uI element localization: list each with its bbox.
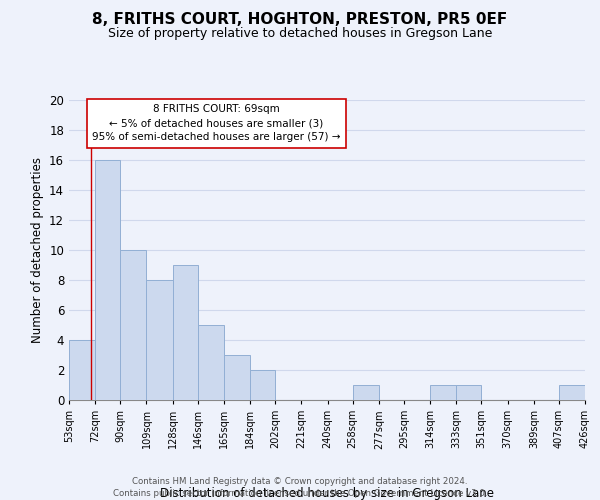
Bar — [224, 355, 250, 400]
Bar — [197, 325, 224, 400]
Y-axis label: Number of detached properties: Number of detached properties — [31, 157, 44, 343]
Text: Contains HM Land Registry data © Crown copyright and database right 2024.
Contai: Contains HM Land Registry data © Crown c… — [113, 476, 487, 498]
Text: 8 FRITHS COURT: 69sqm
← 5% of detached houses are smaller (3)
95% of semi-detach: 8 FRITHS COURT: 69sqm ← 5% of detached h… — [92, 104, 340, 142]
Bar — [353, 385, 379, 400]
Bar — [250, 370, 275, 400]
Bar — [95, 160, 120, 400]
Bar — [146, 280, 173, 400]
Bar — [430, 385, 457, 400]
Bar — [69, 340, 95, 400]
Bar — [173, 265, 197, 400]
Text: Size of property relative to detached houses in Gregson Lane: Size of property relative to detached ho… — [108, 28, 492, 40]
Bar — [120, 250, 146, 400]
Bar — [457, 385, 481, 400]
Text: 8, FRITHS COURT, HOGHTON, PRESTON, PR5 0EF: 8, FRITHS COURT, HOGHTON, PRESTON, PR5 0… — [92, 12, 508, 28]
X-axis label: Distribution of detached houses by size in Gregson Lane: Distribution of detached houses by size … — [160, 488, 494, 500]
Bar — [559, 385, 585, 400]
